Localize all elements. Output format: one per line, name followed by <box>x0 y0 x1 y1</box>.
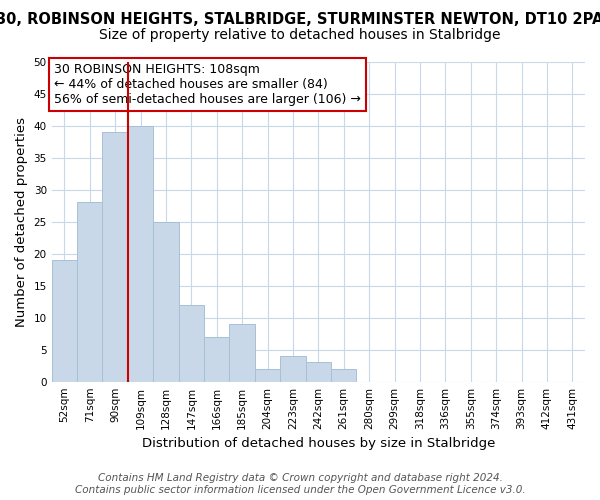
Bar <box>280 356 305 382</box>
Bar <box>103 132 128 382</box>
Text: 30, ROBINSON HEIGHTS, STALBRIDGE, STURMINSTER NEWTON, DT10 2PA: 30, ROBINSON HEIGHTS, STALBRIDGE, STURMI… <box>0 12 600 28</box>
Bar <box>52 260 77 382</box>
Bar <box>153 222 179 382</box>
X-axis label: Distribution of detached houses by size in Stalbridge: Distribution of detached houses by size … <box>142 437 495 450</box>
Bar <box>305 362 331 382</box>
Bar <box>128 126 153 382</box>
Bar <box>77 202 103 382</box>
Bar <box>229 324 255 382</box>
Y-axis label: Number of detached properties: Number of detached properties <box>15 116 28 326</box>
Bar <box>179 305 204 382</box>
Text: Contains HM Land Registry data © Crown copyright and database right 2024.
Contai: Contains HM Land Registry data © Crown c… <box>74 474 526 495</box>
Bar <box>204 337 229 382</box>
Text: 30 ROBINSON HEIGHTS: 108sqm
← 44% of detached houses are smaller (84)
56% of sem: 30 ROBINSON HEIGHTS: 108sqm ← 44% of det… <box>55 63 361 106</box>
Bar <box>331 369 356 382</box>
Bar <box>255 369 280 382</box>
Text: Size of property relative to detached houses in Stalbridge: Size of property relative to detached ho… <box>99 28 501 42</box>
